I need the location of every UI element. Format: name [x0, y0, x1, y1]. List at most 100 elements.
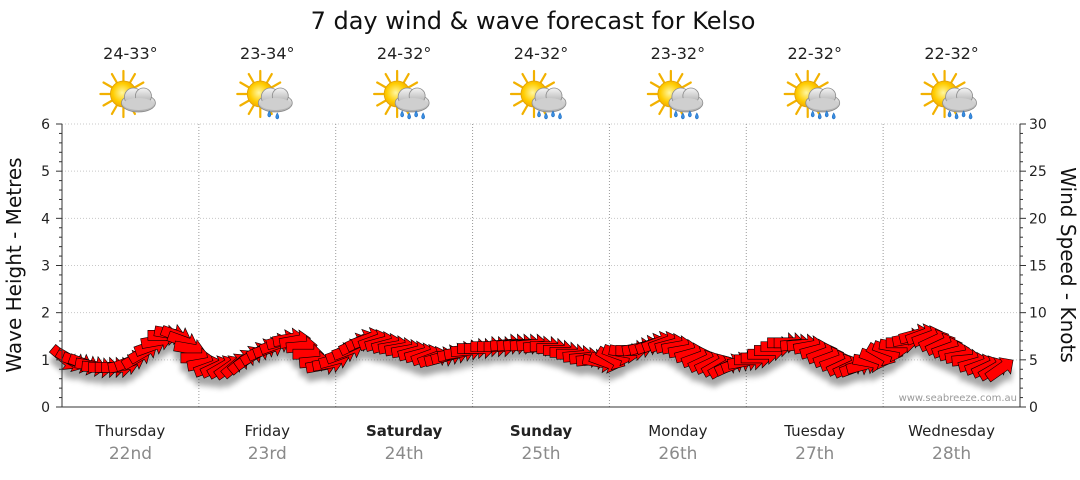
y-tick-label-right: 10: [1029, 306, 1047, 322]
sun-cloud-rain-icon: [920, 69, 977, 120]
rain-drop: [810, 110, 815, 118]
sun-cloud-rain-icon: [509, 69, 567, 120]
rain-drop: [421, 112, 425, 120]
sun-cloud-showers-icon: [236, 69, 293, 120]
cloud-fill: [123, 98, 154, 110]
y-axis-left-label: Wave Height - Metres: [2, 157, 26, 372]
sun-ray: [658, 72, 666, 84]
day-forecast: 24-33°: [99, 44, 158, 119]
sun-ray: [931, 72, 940, 84]
y-tick-label-right: 25: [1029, 164, 1047, 180]
cloud: [531, 87, 567, 113]
cloud: [257, 87, 293, 113]
sun-ray: [658, 104, 666, 116]
cloud-fill: [397, 98, 428, 110]
sun-ray: [402, 72, 410, 84]
chart-title: 7 day wind & wave forecast for Kelso: [311, 7, 756, 35]
x-tick-label-date: 24th: [385, 444, 424, 464]
rain-drop: [414, 110, 418, 118]
sun-cloud-rain-icon: [783, 69, 841, 120]
sun-ray: [681, 81, 692, 89]
sun-ray: [512, 99, 524, 107]
wind-series: [48, 323, 1014, 383]
sun-ray: [539, 72, 547, 84]
temperature-range: 22-32°: [787, 44, 842, 63]
rain-drop: [954, 112, 959, 120]
sun-ray: [786, 81, 798, 89]
rain-drop: [961, 110, 966, 118]
y-tick-label-right: 20: [1029, 211, 1047, 227]
rain-drop: [681, 112, 685, 120]
day-forecast: 24-32°: [509, 44, 569, 120]
x-tick-label-day: Sunday: [510, 422, 573, 440]
x-tick-label-date: 22nd: [109, 444, 152, 464]
sun-ray: [128, 72, 137, 84]
sun-ray: [110, 104, 119, 116]
y-tick-label-left: 2: [41, 306, 50, 322]
y-tick-label-left: 1: [41, 353, 50, 369]
rain-drop: [407, 112, 411, 120]
y-tick-label-left: 0: [41, 400, 50, 416]
sun-ray: [649, 99, 661, 107]
sun-ray: [270, 81, 282, 89]
x-tick-label-date: 27th: [795, 444, 834, 464]
sun-ray: [649, 81, 661, 89]
cloud-fill: [944, 98, 975, 110]
sun-ray: [795, 72, 803, 84]
sun-ray: [102, 99, 114, 107]
rain-drop: [544, 112, 548, 120]
axes: 0 1 2 3 4 5 6 0 5 10 15 20 25 30 Thursday 22nd Friday 23r…: [41, 117, 1047, 464]
wind-arrow: [984, 357, 1014, 383]
sun-ray: [407, 81, 419, 89]
sun-ray: [102, 81, 114, 89]
rain-drop: [267, 110, 272, 118]
temperature-range: 24-32°: [377, 44, 432, 63]
sun-ray: [110, 72, 119, 84]
sun-ray: [817, 81, 829, 89]
y-tick-label-left: 5: [41, 164, 50, 180]
sun-ray: [133, 81, 145, 89]
sun-ray: [265, 72, 273, 84]
rain-drop: [688, 110, 692, 118]
rain-drop: [537, 110, 541, 118]
x-tick-label-day: Saturday: [366, 422, 443, 440]
cloud-fill: [260, 98, 291, 110]
sun-ray: [949, 72, 958, 84]
temperature-range: 23-32°: [651, 44, 706, 63]
cloud: [668, 87, 704, 113]
sun-ray: [384, 104, 392, 116]
cloud: [121, 87, 156, 113]
sun-ray: [247, 104, 255, 116]
y-tick-label-right: 5: [1029, 353, 1038, 369]
sun-ray: [923, 81, 935, 89]
x-tick-label-day: Monday: [648, 422, 707, 440]
sun-ray: [795, 104, 803, 116]
x-tick-label-day: Friday: [245, 422, 291, 440]
cloud: [394, 87, 430, 113]
sun-ray: [239, 81, 251, 89]
rain-drop: [558, 112, 562, 120]
x-tick-label-date: 28th: [932, 444, 971, 464]
temperature-range: 24-32°: [514, 44, 569, 63]
rain-drop: [551, 110, 555, 118]
rain-drop: [275, 112, 280, 120]
rain-drop: [968, 112, 973, 120]
rain-drop: [824, 110, 829, 118]
sun-ray: [923, 99, 935, 107]
cloud-fill: [670, 98, 701, 110]
rain-drop: [817, 112, 822, 120]
y-tick-label-right: 0: [1029, 400, 1038, 416]
x-tick-label-day: Thursday: [95, 422, 166, 440]
temperature-range: 22-32°: [924, 44, 979, 63]
rain-drop: [400, 110, 404, 118]
y-tick-label-left: 4: [41, 211, 50, 227]
y-tick-label-right: 30: [1029, 117, 1047, 133]
x-tick-label-date: 25th: [521, 444, 560, 464]
sun-ray: [954, 81, 966, 89]
day-forecast: 23-34°: [236, 44, 295, 120]
y-tick-label-right: 15: [1029, 259, 1047, 275]
x-tick-label-day: Wednesday: [908, 422, 995, 440]
sun-ray: [931, 104, 940, 116]
day-forecast: 22-32°: [920, 44, 979, 120]
